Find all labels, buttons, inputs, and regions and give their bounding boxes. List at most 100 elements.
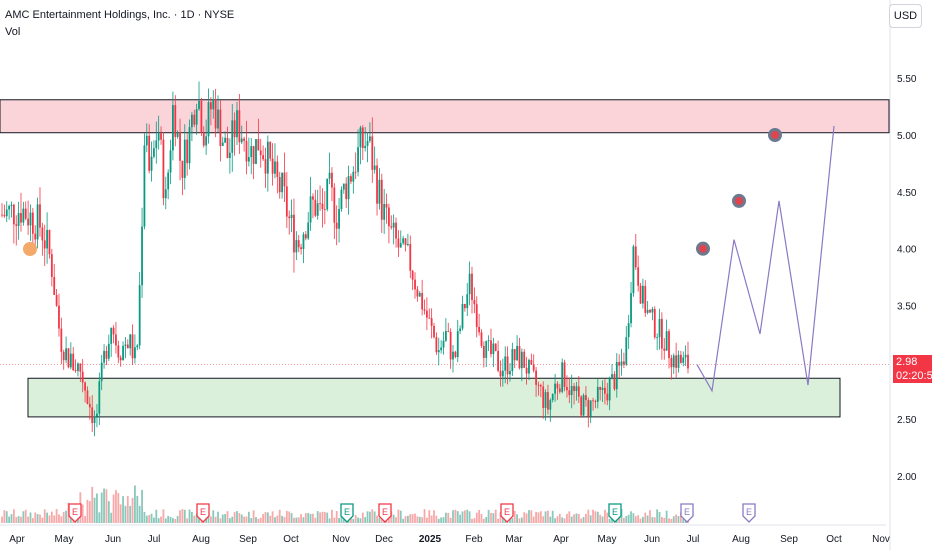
volume-bar [295,517,298,523]
candle-body [509,371,511,375]
candle-body [561,362,564,392]
projection-path[interactable] [696,125,835,393]
time-tick-label: Jun [644,534,660,545]
candle-body [499,370,502,377]
earnings-marker-icon[interactable]: E [340,503,354,523]
earnings-marker-icon[interactable]: E [680,503,694,523]
volume-bar [411,514,414,523]
time-tick-label: Jul [148,534,161,545]
candle-body [402,238,405,244]
volume-bar [653,517,656,523]
candle-body [77,363,79,372]
candle-body [660,318,663,349]
candle-body [333,187,336,223]
candle-body [530,359,533,365]
candle-body [570,386,573,396]
candle-body [425,310,428,318]
candle-body [252,146,255,164]
candle-body [601,387,604,390]
candle-body [126,344,129,349]
currency-button[interactable]: USD [889,4,922,28]
volume-bar [670,518,673,523]
candle-body [494,343,497,351]
volume-bar [399,510,402,523]
candle-body [43,240,46,249]
candle-body [290,214,293,219]
candle-body [39,204,41,228]
target-marker-icon[interactable] [732,193,746,208]
candle-body [620,361,623,366]
candle-body [430,318,433,326]
volume-bar [530,510,533,523]
volume-bar [634,516,637,523]
time-tick-label: May [598,534,617,545]
candle-body [630,293,632,324]
support-zone[interactable] [27,377,841,418]
earnings-marker-icon[interactable]: E [378,503,392,523]
volume-bar [623,517,625,523]
volume-bar [131,497,134,523]
earnings-marker-label: E [344,507,350,517]
volume-bar [269,515,272,523]
volume-bar [468,511,471,523]
volume-bar [198,515,200,523]
volume-indicator-label: Vol [5,26,21,38]
volume-bar [283,516,286,523]
earnings-marker-icon[interactable]: E [608,503,622,523]
candle-body [599,386,602,390]
volume-bar [492,513,495,523]
volume-bar [302,517,305,523]
volume-bar [449,517,452,523]
candle-body [589,400,592,417]
candle-body [81,371,84,383]
volume-bar [354,514,357,523]
volume-bar [359,518,362,523]
time-tick-label: Jul [687,534,700,545]
target-marker-icon[interactable] [768,128,782,142]
candle-body [98,381,101,414]
candle-body [31,212,34,234]
target-marker-icon[interactable] [696,241,710,256]
candle-body [556,383,559,389]
candle-body [416,289,419,297]
resistance-zone[interactable] [0,99,890,134]
candle-body [224,137,227,143]
earnings-marker-icon[interactable]: E [68,503,82,523]
candle-body [651,309,654,313]
earnings-marker-icon[interactable]: E [742,503,756,523]
earnings-marker-shape [378,503,392,523]
candle-body [577,386,580,397]
candle-body [212,99,215,110]
candle-body [625,337,628,365]
candle-body [321,203,324,210]
earnings-marker-icon[interactable]: E [196,503,210,523]
candle-body [366,140,369,146]
earnings-marker-icon[interactable]: E [500,503,514,523]
volume-bar [285,510,288,523]
volume-bar [573,514,575,523]
candle-body [670,357,673,368]
candle-body [361,127,364,149]
face-emoji-icon[interactable] [23,242,37,256]
earnings-marker-shape [608,503,622,523]
volume-bar [214,516,217,523]
volume-bar [549,516,552,523]
price-tick-label: 4.00 [897,245,917,256]
volume-bar [29,512,32,523]
candle-body [181,160,184,178]
volume-bar [172,518,174,523]
volume-bar [27,516,30,523]
candle-body [452,351,454,360]
candle-body [357,147,359,172]
candle-body [347,176,350,200]
candle-body [449,331,452,360]
candle-body [492,343,495,355]
volume-bar [357,517,359,523]
candle-body [611,374,613,379]
candle-body [307,222,310,239]
volume-bar [48,515,51,523]
candle-body [442,340,445,348]
candle-body [516,346,518,361]
volume-bar [651,517,654,523]
